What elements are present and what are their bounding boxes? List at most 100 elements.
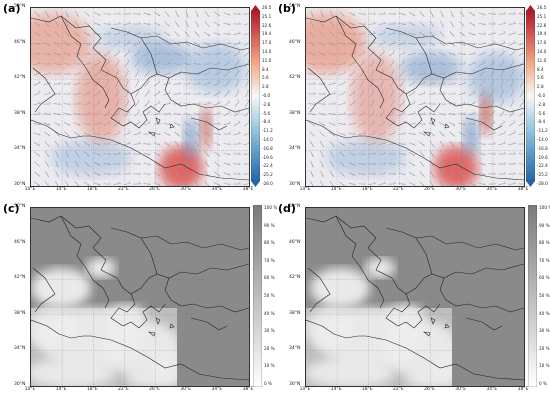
colorbar-tick-label: 19.4 xyxy=(262,31,272,37)
lon-tick-label: 10°E xyxy=(24,187,36,192)
lon-tick-label: 22°E xyxy=(118,387,129,392)
colorbar-tick-label: -11.2 xyxy=(262,128,273,134)
wind-map-a xyxy=(30,7,250,187)
lon-tick-label: 38°E xyxy=(242,387,254,392)
lon-tick-label: 38°E xyxy=(517,387,529,392)
lat-tick-label: 50°N xyxy=(14,204,26,209)
lat-tick-label: 38°N xyxy=(14,310,26,316)
colorbar-tick-label: -8.4 xyxy=(262,119,271,125)
colorbar-tick-label: 22.6 xyxy=(262,22,272,28)
lat-tick-label: 38°N xyxy=(289,310,301,316)
colorbar-tick-label: 5.6 xyxy=(262,75,269,81)
lat-tick-label: 34°N xyxy=(289,146,301,152)
wind-colorbar-b xyxy=(525,5,536,187)
colorbar-tick-label: 100 % xyxy=(539,205,550,210)
lon-tick-label: 26°E xyxy=(149,187,160,192)
cloud-colorbar-c xyxy=(252,204,263,388)
colorbar-tick-label: 100 % xyxy=(264,205,278,210)
lat-tick-label: 42°N xyxy=(289,275,301,281)
lon-tick-label: 10°E xyxy=(299,387,311,392)
lon-tick-label: 18°E xyxy=(86,187,98,192)
lon-tick-label: 34°E xyxy=(486,387,498,392)
lon-tick-label: 38°E xyxy=(517,187,529,192)
lon-tick-label: 18°E xyxy=(361,387,373,392)
lon-tick-label: 30°E xyxy=(455,187,467,192)
colorbar-tick-label: -8.4 xyxy=(537,119,546,125)
colorbar-tick-label: 90 % xyxy=(539,222,550,228)
lat-tick-label: 34°N xyxy=(14,346,26,352)
panel-c: (c) 50°N 46°N 42°N 38°N 34°N 30°N 10°E 14°E 18°E… xyxy=(0,200,278,400)
colorbar-tick-label: -5.6 xyxy=(537,110,546,116)
colorbar-tick-label: 0 % xyxy=(539,381,547,386)
panel-d: (d) 50°N 46°N 42°N 38°N 34°N 30°N 10°E 14°E 18°E… xyxy=(275,200,550,400)
panel-label-a: (a) xyxy=(3,2,21,15)
lon-tick-label: 14°E xyxy=(330,187,342,192)
colorbar-tick-label: -2.8 xyxy=(262,101,271,107)
colorbar-tick-label: 26.5 xyxy=(537,5,547,10)
lat-tick-label: 34°N xyxy=(289,346,301,352)
colorbar-tick-label: -19.6 xyxy=(262,154,273,160)
colorbar-tick-label: -14.0 xyxy=(262,137,273,142)
colorbar-tick-label: -0.0 xyxy=(537,93,546,98)
colorbar-tick-label: 20 % xyxy=(264,345,275,351)
colorbar-tick-label: -28.0 xyxy=(537,181,548,186)
colorbar-tick-label: 20 % xyxy=(539,345,550,351)
lat-tick-label: 38°N xyxy=(289,110,301,116)
lon-tick-label: 34°E xyxy=(486,187,498,192)
panel-b: (b) 50°N 46°N 42°N 38°N 34°N 30°N 10°E 14°E 18°E… xyxy=(275,0,550,195)
colorbar-tick-label: -19.6 xyxy=(537,154,548,160)
lon-tick-label: 30°E xyxy=(180,387,192,392)
colorbar-tick-label: -28.0 xyxy=(262,181,273,186)
colorbar-tick-label: -11.2 xyxy=(537,128,548,134)
colorbar-tick-label: -25.2 xyxy=(537,172,548,178)
lon-tick-label: 22°E xyxy=(118,187,129,192)
lat-tick-label: 42°N xyxy=(14,275,26,281)
panel-label-d: (d) xyxy=(278,202,296,215)
colorbar-tick-label: -5.6 xyxy=(262,110,271,116)
wind-colorbar-a xyxy=(250,5,261,187)
colorbar-tick-label: 0 % xyxy=(264,381,272,386)
colorbar-tick-label: -22.4 xyxy=(537,163,548,169)
cloud-map-c xyxy=(30,207,250,387)
lat-tick-label: 46°N xyxy=(14,39,26,45)
lat-tick-label: 42°N xyxy=(14,75,26,81)
panel-a: (a) 50°N 46°N 42°N 38°N 34°N 30°N 10°E 14°E 18°E… xyxy=(0,0,275,195)
panel-label-c: (c) xyxy=(3,202,20,215)
colorbar-tick-label: 30 % xyxy=(539,328,550,334)
lat-tick-label: 30°N xyxy=(14,382,26,387)
colorbar-tick-label: 8.4 xyxy=(262,66,269,72)
lon-tick-label: 26°E xyxy=(149,387,160,392)
lon-tick-label: 26°E xyxy=(424,187,435,192)
lon-tick-label: 26°E xyxy=(424,387,435,392)
lon-tick-label: 30°E xyxy=(180,187,192,192)
colorbar-tick-label: 50 % xyxy=(264,293,275,298)
colorbar-tick-label: 70 % xyxy=(539,257,550,263)
wind-map-b xyxy=(305,7,525,187)
colorbar-tick-label: 17.0 xyxy=(537,40,547,46)
colorbar-tick-label: 60 % xyxy=(264,275,275,281)
colorbar-tick-label: 14.0 xyxy=(262,49,272,54)
colorbar-tick-label: 26.5 xyxy=(262,5,272,10)
lat-tick-label: 38°N xyxy=(14,110,26,116)
colorbar-tick-label: 40 % xyxy=(539,310,550,316)
colorbar-tick-label: -0.0 xyxy=(262,93,271,98)
lon-tick-label: 10°E xyxy=(299,187,311,192)
colorbar-tick-label: 14.0 xyxy=(537,49,547,54)
colorbar-tick-label: -25.2 xyxy=(262,172,273,178)
lon-tick-label: 18°E xyxy=(361,187,373,192)
lat-tick-label: 30°N xyxy=(289,182,301,187)
lat-tick-label: 46°N xyxy=(289,239,301,245)
colorbar-tick-label: 22.6 xyxy=(537,22,547,28)
lat-tick-label: 50°N xyxy=(289,204,301,209)
colorbar-tick-label: 19.4 xyxy=(537,31,547,37)
lon-tick-label: 14°E xyxy=(330,387,342,392)
colorbar-tick-label: -16.8 xyxy=(537,145,548,151)
colorbar-tick-label: -14.0 xyxy=(537,137,548,142)
lon-tick-label: 22°E xyxy=(393,187,404,192)
colorbar-tick-label: 70 % xyxy=(264,257,275,263)
colorbar-tick-label: 60 % xyxy=(539,275,550,281)
lon-tick-label: 30°E xyxy=(455,387,467,392)
cloud-colorbar-d xyxy=(527,204,538,388)
lon-tick-label: 14°E xyxy=(55,387,67,392)
lat-tick-label: 42°N xyxy=(289,75,301,81)
